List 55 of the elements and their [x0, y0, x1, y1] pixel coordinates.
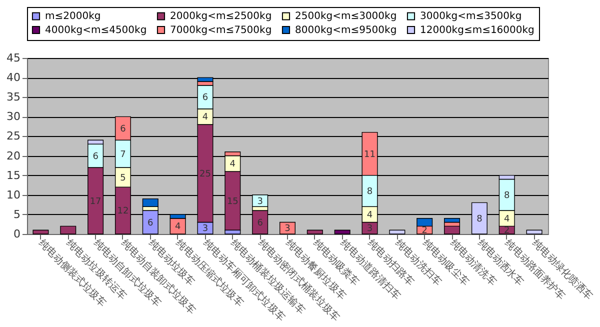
legend-label: 2000kg<m≤2500kg — [170, 11, 272, 22]
data-label: 2 — [504, 226, 510, 236]
data-label: 6 — [257, 218, 264, 228]
data-label: 6 — [148, 218, 154, 228]
legend-label: 2500kg<m≤3000kg — [295, 11, 397, 22]
data-label: 3 — [257, 196, 263, 207]
legend-label: 12000kg≤m≤16000kg — [420, 25, 534, 36]
data-label: 6 — [92, 152, 99, 162]
y-tick-label: 45 — [6, 52, 20, 64]
y-tick-label: 10 — [6, 188, 20, 202]
data-label: 4 — [366, 210, 373, 220]
y-tick-label: 30 — [6, 110, 20, 124]
bar — [280, 222, 296, 234]
bar — [389, 230, 406, 234]
bar — [444, 218, 460, 223]
data-label: 3 — [366, 224, 373, 234]
y-tick-label: 0 — [14, 228, 20, 240]
legend-label: 8000kg<m≤9500kg — [295, 25, 397, 36]
data-label: 3 — [202, 224, 208, 234]
data-label: 3 — [284, 224, 290, 234]
data-label: 12 — [117, 206, 129, 217]
bar — [444, 226, 460, 234]
data-label: 4 — [230, 160, 236, 170]
data-label: 4 — [504, 214, 510, 224]
y-tick-label: 35 — [6, 90, 20, 104]
y-tick-label: 15 — [6, 168, 20, 182]
data-label: 25 — [200, 169, 211, 180]
y-tick-label: 5 — [14, 208, 20, 221]
legend-label: 7000kg<m≤7500kg — [170, 25, 272, 36]
data-label: 6 — [202, 93, 208, 104]
bar — [306, 230, 323, 234]
data-label: 5 — [120, 173, 126, 184]
bar — [32, 230, 49, 234]
data-label: 4 — [202, 112, 208, 123]
bar — [142, 198, 158, 207]
data-label: 8 — [366, 186, 373, 197]
data-label: 17 — [90, 196, 102, 207]
legend-label: m≤2000kg — [45, 11, 101, 22]
legend-label: 4000kg<m≤4500kg — [45, 25, 147, 36]
y-tick-label: 20 — [6, 149, 20, 162]
bar — [334, 230, 350, 234]
bar — [170, 218, 186, 234]
data-label: 7 — [120, 150, 126, 160]
bar — [526, 230, 542, 234]
data-label: 8 — [476, 214, 483, 224]
data-label: 4 — [174, 222, 181, 232]
y-tick-label: 25 — [6, 130, 20, 143]
data-label: 8 — [504, 190, 510, 201]
bar — [60, 226, 76, 234]
data-label: 2 — [422, 226, 428, 236]
data-label: 6 — [120, 124, 126, 134]
data-label: 15 — [226, 196, 238, 207]
y-tick-label: 40 — [6, 71, 20, 84]
data-label: 11 — [364, 150, 376, 160]
legend-label: 3000kg<m≤3500kg — [420, 11, 522, 22]
